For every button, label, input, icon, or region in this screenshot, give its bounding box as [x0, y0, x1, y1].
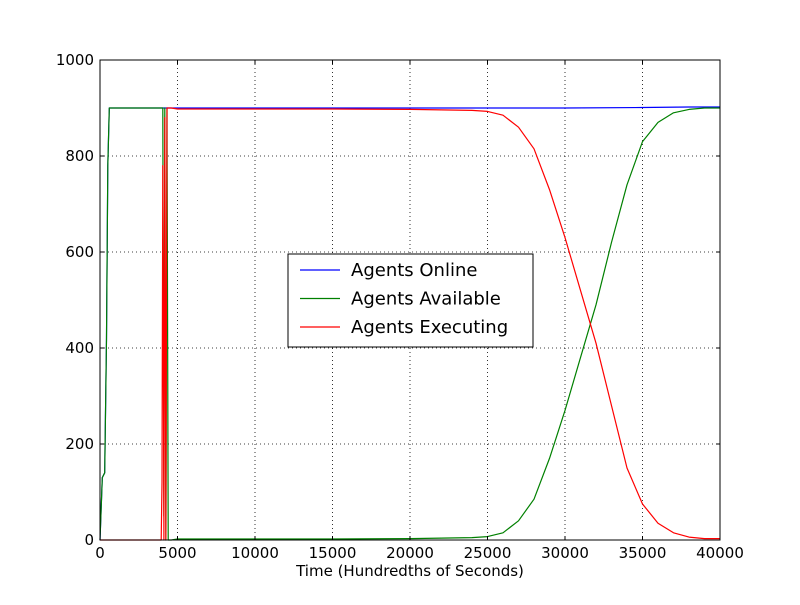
y-tick-label: 0 — [84, 531, 94, 549]
series-line-agents-available — [99, 107, 720, 541]
y-tick-label: 600 — [65, 243, 94, 261]
legend-label-agents-available: Agents Available — [351, 289, 501, 310]
legend-label-agents-online: Agents Online — [351, 260, 477, 281]
axis-ticks: 0 5000 10000 15000 20000 25000 30000 35000 40000… — [56, 51, 744, 562]
x-tick-label: 0 — [95, 544, 105, 562]
x-tick-label: 35000 — [619, 544, 667, 562]
data-series — [99, 106, 720, 541]
y-tick-label: 200 — [65, 435, 94, 453]
y-tick-label: 400 — [65, 339, 94, 357]
x-tick-label: 5000 — [158, 544, 196, 562]
x-tick-label: 30000 — [541, 544, 589, 562]
legend-label-agents-executing: Agents Executing — [351, 317, 508, 338]
x-axis-label: Time (Hundredths of Seconds) — [295, 562, 524, 580]
series-line-agents-executing — [100, 107, 720, 541]
x-tick-label: 20000 — [386, 544, 434, 562]
x-tick-label: 15000 — [309, 544, 357, 562]
legend: Agents Online Agents Available Agents Exec… — [287, 253, 534, 348]
x-tick-label: 10000 — [231, 544, 279, 562]
x-tick-label: 25000 — [464, 544, 512, 562]
x-tick-label: 40000 — [696, 544, 744, 562]
y-tick-label: 800 — [65, 147, 94, 165]
y-tick-label: 1000 — [56, 51, 94, 69]
